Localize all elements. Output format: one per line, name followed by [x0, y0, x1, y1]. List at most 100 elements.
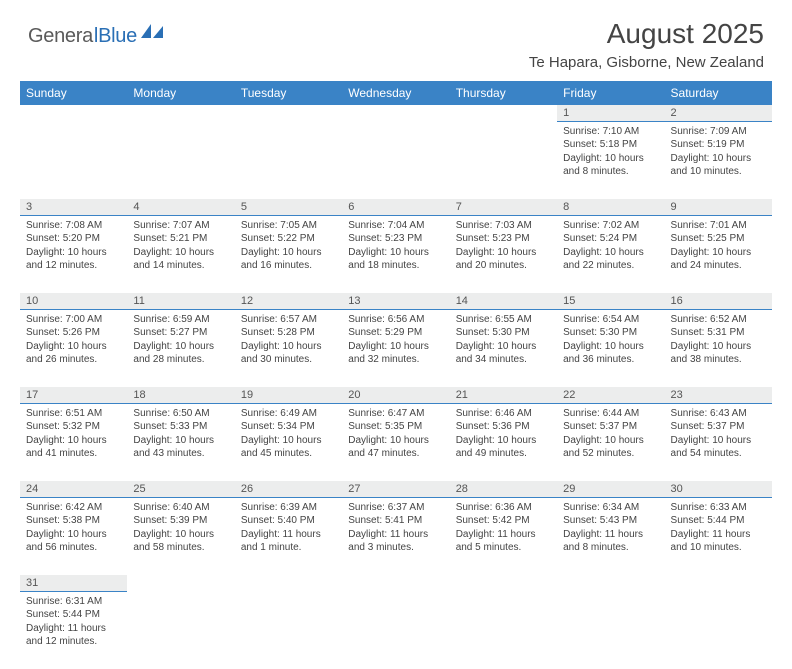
sunset-text: Sunset: 5:29 PM: [348, 326, 443, 340]
daylight-text: Daylight: 10 hours: [456, 246, 551, 260]
day-number-cell: [450, 105, 557, 121]
daylight-text: and 8 minutes.: [563, 165, 658, 179]
day-number-cell: 24: [20, 481, 127, 497]
day-number-cell: [235, 105, 342, 121]
day-number-cell: 19: [235, 387, 342, 403]
month-title: August 2025: [529, 18, 764, 50]
day-content-cell: Sunrise: 6:55 AMSunset: 5:30 PMDaylight:…: [450, 309, 557, 387]
day-number-row: 31: [20, 575, 772, 591]
daylight-text: Daylight: 10 hours: [563, 340, 658, 354]
weekday-header: Friday: [557, 81, 664, 105]
sunrise-text: Sunrise: 6:36 AM: [456, 501, 551, 515]
day-number-cell: [127, 105, 234, 121]
sunrise-text: Sunrise: 6:39 AM: [241, 501, 336, 515]
day-number-cell: 10: [20, 293, 127, 309]
day-number-cell: 3: [20, 199, 127, 215]
logo: GeneralBlue: [28, 24, 165, 48]
day-content-cell: Sunrise: 7:01 AMSunset: 5:25 PMDaylight:…: [665, 215, 772, 293]
sunrise-text: Sunrise: 6:44 AM: [563, 407, 658, 421]
calendar-weekday-header: SundayMondayTuesdayWednesdayThursdayFrid…: [20, 81, 772, 105]
weekday-header: Wednesday: [342, 81, 449, 105]
daylight-text: and 10 minutes.: [671, 541, 766, 555]
day-number-cell: [127, 575, 234, 591]
logo-text-general: Genera: [28, 25, 93, 48]
sail-icon: [141, 24, 165, 40]
sunrise-text: Sunrise: 7:00 AM: [26, 313, 121, 327]
day-number-cell: [20, 105, 127, 121]
day-content-cell: Sunrise: 6:54 AMSunset: 5:30 PMDaylight:…: [557, 309, 664, 387]
daylight-text: Daylight: 10 hours: [133, 528, 228, 542]
weekday-header: Saturday: [665, 81, 772, 105]
day-content-cell: [342, 591, 449, 669]
daylight-text: Daylight: 10 hours: [348, 434, 443, 448]
sunrise-text: Sunrise: 6:37 AM: [348, 501, 443, 515]
day-content-cell: Sunrise: 6:50 AMSunset: 5:33 PMDaylight:…: [127, 403, 234, 481]
sunset-text: Sunset: 5:37 PM: [563, 420, 658, 434]
daylight-text: and 45 minutes.: [241, 447, 336, 461]
day-number-row: 24252627282930: [20, 481, 772, 497]
day-number-row: 3456789: [20, 199, 772, 215]
sunset-text: Sunset: 5:37 PM: [671, 420, 766, 434]
daylight-text: and 47 minutes.: [348, 447, 443, 461]
daylight-text: and 1 minute.: [241, 541, 336, 555]
sunset-text: Sunset: 5:28 PM: [241, 326, 336, 340]
sunset-text: Sunset: 5:23 PM: [348, 232, 443, 246]
day-content-cell: [450, 591, 557, 669]
day-content-row: Sunrise: 7:10 AMSunset: 5:18 PMDaylight:…: [20, 121, 772, 199]
daylight-text: and 20 minutes.: [456, 259, 551, 273]
daylight-text: Daylight: 10 hours: [671, 152, 766, 166]
sunset-text: Sunset: 5:32 PM: [26, 420, 121, 434]
day-content-cell: Sunrise: 7:03 AMSunset: 5:23 PMDaylight:…: [450, 215, 557, 293]
sunrise-text: Sunrise: 6:33 AM: [671, 501, 766, 515]
sunrise-text: Sunrise: 6:57 AM: [241, 313, 336, 327]
daylight-text: Daylight: 10 hours: [133, 434, 228, 448]
daylight-text: and 56 minutes.: [26, 541, 121, 555]
day-content-cell: Sunrise: 6:49 AMSunset: 5:34 PMDaylight:…: [235, 403, 342, 481]
sunrise-text: Sunrise: 6:31 AM: [26, 595, 121, 609]
day-content-row: Sunrise: 7:00 AMSunset: 5:26 PMDaylight:…: [20, 309, 772, 387]
day-number-cell: 25: [127, 481, 234, 497]
daylight-text: Daylight: 11 hours: [26, 622, 121, 636]
daylight-text: Daylight: 10 hours: [26, 434, 121, 448]
day-content-cell: [235, 121, 342, 199]
day-number-cell: 2: [665, 105, 772, 121]
day-number-cell: [235, 575, 342, 591]
day-number-cell: [557, 575, 664, 591]
sunset-text: Sunset: 5:44 PM: [671, 514, 766, 528]
day-content-cell: Sunrise: 7:04 AMSunset: 5:23 PMDaylight:…: [342, 215, 449, 293]
day-number-row: 10111213141516: [20, 293, 772, 309]
title-block: August 2025 Te Hapara, Gisborne, New Zea…: [529, 18, 764, 71]
day-number-cell: 12: [235, 293, 342, 309]
daylight-text: and 34 minutes.: [456, 353, 551, 367]
sunset-text: Sunset: 5:33 PM: [133, 420, 228, 434]
day-content-row: Sunrise: 6:31 AMSunset: 5:44 PMDaylight:…: [20, 591, 772, 669]
daylight-text: and 5 minutes.: [456, 541, 551, 555]
sunrise-text: Sunrise: 7:03 AM: [456, 219, 551, 233]
day-number-cell: 14: [450, 293, 557, 309]
daylight-text: Daylight: 11 hours: [348, 528, 443, 542]
day-content-cell: Sunrise: 6:46 AMSunset: 5:36 PMDaylight:…: [450, 403, 557, 481]
day-content-cell: Sunrise: 6:59 AMSunset: 5:27 PMDaylight:…: [127, 309, 234, 387]
sunset-text: Sunset: 5:22 PM: [241, 232, 336, 246]
weekday-header: Monday: [127, 81, 234, 105]
day-number-cell: 26: [235, 481, 342, 497]
daylight-text: Daylight: 10 hours: [456, 340, 551, 354]
day-number-cell: [450, 575, 557, 591]
page-header: GeneralBlue August 2025 Te Hapara, Gisbo…: [0, 0, 792, 81]
day-number-cell: 27: [342, 481, 449, 497]
day-content-cell: Sunrise: 6:52 AMSunset: 5:31 PMDaylight:…: [665, 309, 772, 387]
day-content-cell: Sunrise: 6:37 AMSunset: 5:41 PMDaylight:…: [342, 497, 449, 575]
sunrise-text: Sunrise: 6:50 AM: [133, 407, 228, 421]
daylight-text: and 18 minutes.: [348, 259, 443, 273]
day-content-cell: Sunrise: 6:47 AMSunset: 5:35 PMDaylight:…: [342, 403, 449, 481]
day-number-cell: [665, 575, 772, 591]
sunset-text: Sunset: 5:27 PM: [133, 326, 228, 340]
daylight-text: and 30 minutes.: [241, 353, 336, 367]
daylight-text: and 49 minutes.: [456, 447, 551, 461]
daylight-text: and 14 minutes.: [133, 259, 228, 273]
day-content-cell: [127, 121, 234, 199]
daylight-text: Daylight: 11 hours: [563, 528, 658, 542]
day-number-row: 12: [20, 105, 772, 121]
sunset-text: Sunset: 5:23 PM: [456, 232, 551, 246]
day-content-cell: Sunrise: 6:57 AMSunset: 5:28 PMDaylight:…: [235, 309, 342, 387]
